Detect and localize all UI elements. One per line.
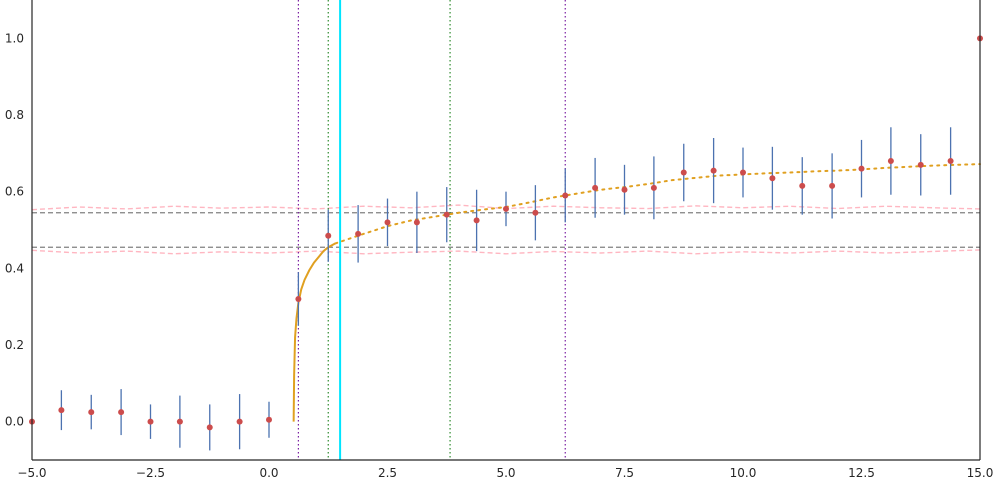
y-tick-label: 1.0 xyxy=(5,31,24,45)
y-tick-label: 0.6 xyxy=(5,185,24,199)
x-tick-label: 0.0 xyxy=(259,466,278,480)
y-tick-label: 0.2 xyxy=(5,338,24,352)
data-point xyxy=(799,182,806,189)
y-tick-label: 0.4 xyxy=(5,261,24,275)
data-point xyxy=(769,175,776,182)
x-tick-label: −5.0 xyxy=(17,466,46,480)
y-axis-ticks: 0.0 0.2 0.4 0.6 0.8 1.0 xyxy=(5,31,24,428)
x-tick-label: −2.5 xyxy=(136,466,165,480)
data-point xyxy=(88,409,95,416)
data-point xyxy=(621,186,628,193)
y-tick-label: 0.0 xyxy=(5,415,24,429)
data-point xyxy=(295,296,302,302)
data-point xyxy=(473,217,480,224)
data-point xyxy=(917,161,924,168)
x-tick-label: 12.5 xyxy=(848,466,875,480)
data-point xyxy=(176,418,183,425)
data-point xyxy=(562,192,569,199)
data-point xyxy=(118,409,125,416)
error-bars xyxy=(60,127,952,451)
data-point xyxy=(650,184,657,191)
data-point xyxy=(236,418,243,425)
x-tick-label: 5.0 xyxy=(496,466,515,480)
data-points xyxy=(29,35,983,431)
data-point xyxy=(532,209,539,216)
data-point xyxy=(443,211,450,218)
data-point xyxy=(266,416,272,423)
data-point xyxy=(384,219,391,226)
data-point xyxy=(355,230,362,237)
data-point xyxy=(206,424,213,431)
data-point xyxy=(325,232,332,239)
data-point xyxy=(592,184,599,191)
data-point xyxy=(147,418,154,425)
fit-curves xyxy=(292,163,981,422)
band-curve-1 xyxy=(31,249,981,255)
x-tick-label: 2.5 xyxy=(378,466,397,480)
data-point xyxy=(887,158,894,164)
y-tick-label: 0.8 xyxy=(5,108,24,122)
data-point xyxy=(58,407,65,414)
solid-fit-curve xyxy=(292,242,336,422)
x-tick-label: 7.5 xyxy=(615,466,634,480)
data-point xyxy=(503,205,509,212)
vertical-reference-lines xyxy=(297,0,566,460)
x-axis-ticks: −5.0 −2.5 0.0 2.5 5.0 7.5 10.0 12.5 15.0 xyxy=(17,466,993,480)
x-tick-label: 15.0 xyxy=(967,466,994,480)
data-point xyxy=(858,165,865,172)
data-point xyxy=(413,219,420,226)
dotted-fit-curve xyxy=(334,163,981,245)
x-tick-label: 10.0 xyxy=(730,466,757,480)
data-point xyxy=(947,158,954,164)
data-point xyxy=(740,169,746,176)
axes xyxy=(31,0,981,461)
data-point xyxy=(680,169,687,176)
data-point xyxy=(710,167,717,174)
data-point xyxy=(829,182,836,189)
